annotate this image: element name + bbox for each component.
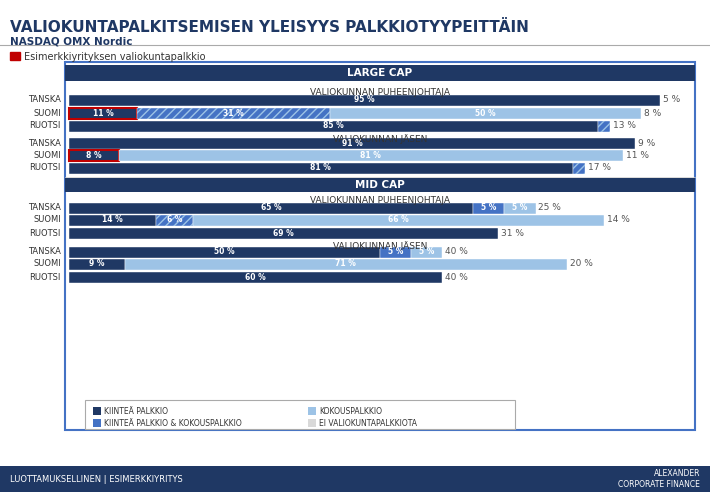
Text: 31 %: 31 % xyxy=(224,109,244,118)
Text: SUOMI: SUOMI xyxy=(33,215,61,224)
Bar xyxy=(308,419,316,427)
Text: 11 %: 11 % xyxy=(626,151,648,159)
Text: SUOMI: SUOMI xyxy=(33,109,61,118)
Text: 14 %: 14 % xyxy=(607,215,630,224)
Bar xyxy=(474,203,504,214)
Text: VALIOKUNTAPALKITSEMISEN YLEISYYS PALKKIOTYYPEITTÄIN: VALIOKUNTAPALKITSEMISEN YLEISYYS PALKKIO… xyxy=(10,20,529,35)
Bar xyxy=(65,65,695,81)
Bar xyxy=(69,150,119,160)
Bar xyxy=(138,107,330,119)
Bar xyxy=(504,203,535,214)
Bar xyxy=(380,246,411,257)
Bar xyxy=(598,121,610,131)
Text: 85 %: 85 % xyxy=(323,122,344,130)
Text: ALEXANDER
CORPORATE FINANCE: ALEXANDER CORPORATE FINANCE xyxy=(618,469,700,489)
Bar xyxy=(138,107,330,119)
Bar xyxy=(308,407,316,415)
Text: 5 %: 5 % xyxy=(512,204,528,213)
Bar xyxy=(85,400,515,429)
Bar xyxy=(125,258,567,270)
Bar xyxy=(69,94,660,105)
Text: 65 %: 65 % xyxy=(261,204,281,213)
Text: MID CAP: MID CAP xyxy=(355,180,405,190)
Bar xyxy=(69,227,498,239)
Bar xyxy=(573,162,585,174)
Text: RUOTSI: RUOTSI xyxy=(30,228,61,238)
Text: KOKOUSPALKKIO: KOKOUSPALKKIO xyxy=(319,406,382,416)
Bar xyxy=(10,52,20,60)
Bar xyxy=(411,246,442,257)
Bar xyxy=(69,272,442,282)
Text: 69 %: 69 % xyxy=(273,228,294,238)
Bar xyxy=(156,215,193,225)
Text: RUOTSI: RUOTSI xyxy=(30,273,61,281)
Text: 5 %: 5 % xyxy=(388,247,403,256)
Text: LUOTTAMUKSELLINEN | ESIMERKKIYRITYS: LUOTTAMUKSELLINEN | ESIMERKKIYRITYS xyxy=(10,474,182,484)
Text: SUOMI: SUOMI xyxy=(33,259,61,269)
Text: 9 %: 9 % xyxy=(638,139,655,148)
Text: 50 %: 50 % xyxy=(214,247,235,256)
Text: 50 %: 50 % xyxy=(476,109,496,118)
Text: 71 %: 71 % xyxy=(335,259,356,269)
Text: 81 %: 81 % xyxy=(310,163,332,173)
Bar xyxy=(0,466,710,492)
Text: 5 %: 5 % xyxy=(663,95,680,104)
Text: 11 %: 11 % xyxy=(93,109,114,118)
Text: 95 %: 95 % xyxy=(354,95,375,104)
Text: 5 %: 5 % xyxy=(419,247,435,256)
Text: 91 %: 91 % xyxy=(342,139,362,148)
Bar xyxy=(69,137,635,149)
Text: 31 %: 31 % xyxy=(501,228,524,238)
Text: EI VALIOKUNTAPALKKIOTA: EI VALIOKUNTAPALKKIOTA xyxy=(319,419,417,428)
Text: 8 %: 8 % xyxy=(644,109,662,118)
Bar xyxy=(69,121,598,131)
Bar xyxy=(156,215,193,225)
Bar xyxy=(598,121,610,131)
Text: VALIOKUNNAN PUHEENJOHTAJA: VALIOKUNNAN PUHEENJOHTAJA xyxy=(310,88,450,97)
Text: 40 %: 40 % xyxy=(445,247,468,256)
Bar xyxy=(93,407,101,415)
Text: 13 %: 13 % xyxy=(613,122,636,130)
Bar xyxy=(93,419,101,427)
Text: Esimerkkiyrityksen valiokuntapalkkio: Esimerkkiyrityksen valiokuntapalkkio xyxy=(24,52,205,62)
Bar xyxy=(65,178,695,192)
Text: 60 %: 60 % xyxy=(245,273,266,281)
Bar xyxy=(193,215,604,225)
Text: LARGE CAP: LARGE CAP xyxy=(347,68,413,78)
Bar xyxy=(69,215,156,225)
Bar xyxy=(119,150,623,160)
Text: KIINTEÄ PALKKIO: KIINTEÄ PALKKIO xyxy=(104,406,168,416)
Text: 8 %: 8 % xyxy=(86,151,102,159)
Text: KIINTEÄ PALKKIO & KOKOUSPALKKIO: KIINTEÄ PALKKIO & KOKOUSPALKKIO xyxy=(104,419,241,428)
Text: VALIOKUNNAN JÄSEN: VALIOKUNNAN JÄSEN xyxy=(333,134,427,144)
Text: 81 %: 81 % xyxy=(360,151,381,159)
Bar xyxy=(69,246,380,257)
Text: 9 %: 9 % xyxy=(89,259,105,269)
Bar xyxy=(69,162,573,174)
Text: TANSKA: TANSKA xyxy=(28,247,61,256)
Bar xyxy=(69,107,138,119)
Text: 66 %: 66 % xyxy=(388,215,409,224)
Text: 20 %: 20 % xyxy=(569,259,592,269)
Bar xyxy=(573,162,585,174)
Text: 6 %: 6 % xyxy=(167,215,182,224)
Text: TANSKA: TANSKA xyxy=(28,139,61,148)
Text: 17 %: 17 % xyxy=(589,163,611,173)
Bar xyxy=(65,62,695,430)
Bar xyxy=(330,107,641,119)
Text: TANSKA: TANSKA xyxy=(28,204,61,213)
Text: SUOMI: SUOMI xyxy=(33,151,61,159)
Text: 25 %: 25 % xyxy=(538,204,562,213)
Text: VALIOKUNNAN JÄSEN: VALIOKUNNAN JÄSEN xyxy=(333,241,427,251)
Bar xyxy=(69,258,125,270)
Text: 14 %: 14 % xyxy=(102,215,123,224)
Text: VALIOKUNNAN PUHEENJOHTAJA: VALIOKUNNAN PUHEENJOHTAJA xyxy=(310,196,450,205)
Text: 40 %: 40 % xyxy=(445,273,468,281)
Bar xyxy=(69,203,474,214)
Text: 5 %: 5 % xyxy=(481,204,496,213)
Text: RUOTSI: RUOTSI xyxy=(30,163,61,173)
Text: RUOTSI: RUOTSI xyxy=(30,122,61,130)
Text: NASDAQ OMX Nordic: NASDAQ OMX Nordic xyxy=(10,36,133,46)
Text: TANSKA: TANSKA xyxy=(28,95,61,104)
